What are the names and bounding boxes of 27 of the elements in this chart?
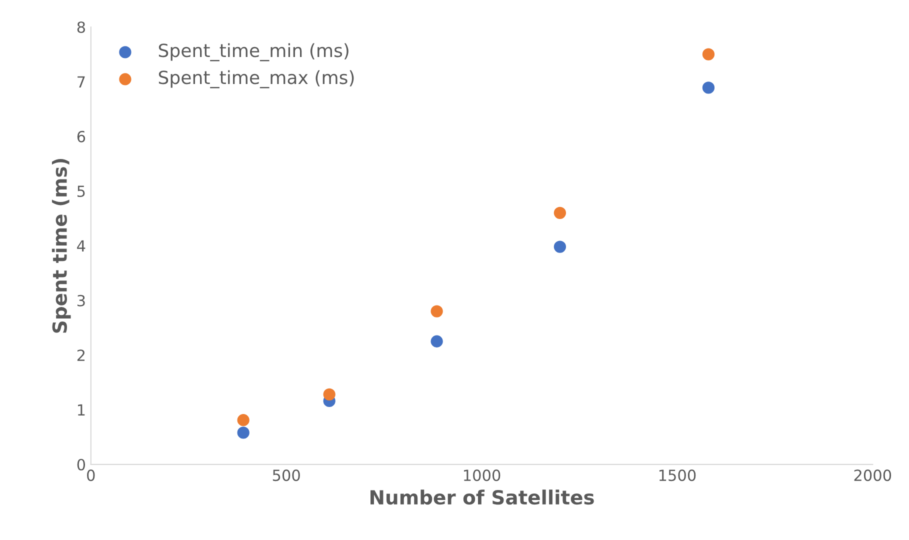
point [702,82,715,94]
y-axis-title: Spent time (ms) [52,158,71,333]
point [554,206,566,219]
point [323,388,336,400]
x-tick-label: 500 [272,470,300,482]
y-tick-label: 5 [78,186,85,198]
point [237,414,250,426]
point [430,335,443,348]
point [430,305,443,318]
y-tick-label: 1 [78,404,85,416]
legend-label: Spent_time_min (ms) [158,43,348,62]
x-tick-label: 0 [87,470,95,482]
x-tick-label: 1500 [659,470,696,482]
point [237,426,250,439]
y-tick-label: 0 [77,458,86,470]
y-tick-label: 8 [77,21,85,34]
x-axis-title: Number of Satellites [370,490,594,505]
y-tick-label: 3 [77,294,85,306]
point [702,48,715,60]
y-tick-label: 6 [77,130,86,142]
y-tick-label: 4 [77,240,86,252]
point [554,240,566,253]
y-tick-label: 2 [77,350,85,361]
legend-label: Spent_time_max (ms) [158,70,354,88]
y-tick-label: 7 [78,76,85,88]
x-tick-label: 1000 [464,470,500,482]
x-tick-label: 2000 [854,470,892,482]
